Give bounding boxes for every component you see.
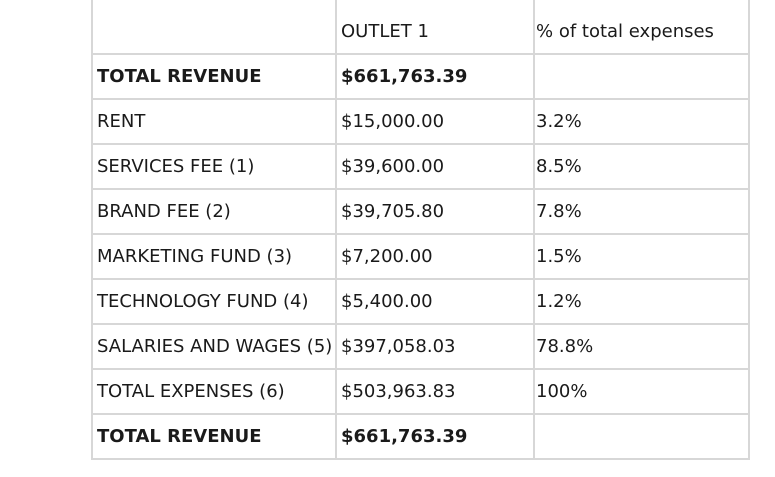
row-outlet-value: $661,763.39: [335, 53, 535, 100]
row-label: SALARIES AND WAGES (5): [91, 323, 337, 370]
row-label: TOTAL REVENUE: [91, 413, 337, 460]
row-percent: 8.5%: [533, 143, 750, 190]
table-row-brand-fee: BRAND FEE (2) $39,705.80 7.8%: [91, 188, 750, 235]
row-percent: 100%: [533, 368, 750, 415]
row-percent: [533, 413, 750, 460]
row-label: MARKETING FUND (3): [91, 233, 337, 280]
row-outlet-value: $15,000.00: [335, 98, 535, 145]
row-percent: 78.8%: [533, 323, 750, 370]
table-row-rent: RENT $15,000.00 3.2%: [91, 98, 750, 145]
row-percent: [533, 53, 750, 100]
table-row-technology-fund: TECHNOLOGY FUND (4) $5,400.00 1.2%: [91, 278, 750, 325]
row-percent: 1.5%: [533, 233, 750, 280]
header-label-cell: [91, 0, 337, 55]
table-row-services-fee: SERVICES FEE (1) $39,600.00 8.5%: [91, 143, 750, 190]
header-outlet-cell: OUTLET 1: [335, 0, 535, 55]
table-row-total-expenses: TOTAL EXPENSES (6) $503,963.83 100%: [91, 368, 750, 415]
row-label: TECHNOLOGY FUND (4): [91, 278, 337, 325]
table-row-total-revenue: TOTAL REVENUE $661,763.39: [91, 53, 750, 100]
row-outlet-value: $397,058.03: [335, 323, 535, 370]
row-label: BRAND FEE (2): [91, 188, 337, 235]
table-row-total-revenue-footer: TOTAL REVENUE $661,763.39: [91, 413, 750, 460]
header-percent-cell: % of total expenses: [533, 0, 750, 55]
row-percent: 7.8%: [533, 188, 750, 235]
table-row-salaries-wages: SALARIES AND WAGES (5) $397,058.03 78.8%: [91, 323, 750, 370]
row-label: TOTAL REVENUE: [91, 53, 337, 100]
row-outlet-value: $661,763.39: [335, 413, 535, 460]
row-outlet-value: $39,600.00: [335, 143, 535, 190]
row-outlet-value: $39,705.80: [335, 188, 535, 235]
row-label: RENT: [91, 98, 337, 145]
row-percent: 1.2%: [533, 278, 750, 325]
row-percent: 3.2%: [533, 98, 750, 145]
table-row-marketing-fund: MARKETING FUND (3) $7,200.00 1.5%: [91, 233, 750, 280]
row-label: SERVICES FEE (1): [91, 143, 337, 190]
row-label: TOTAL EXPENSES (6): [91, 368, 337, 415]
expense-table: OUTLET 1 % of total expenses TOTAL REVEN…: [91, 0, 750, 460]
row-outlet-value: $7,200.00: [335, 233, 535, 280]
row-outlet-value: $5,400.00: [335, 278, 535, 325]
table-header-row: OUTLET 1 % of total expenses: [91, 0, 750, 55]
row-outlet-value: $503,963.83: [335, 368, 535, 415]
